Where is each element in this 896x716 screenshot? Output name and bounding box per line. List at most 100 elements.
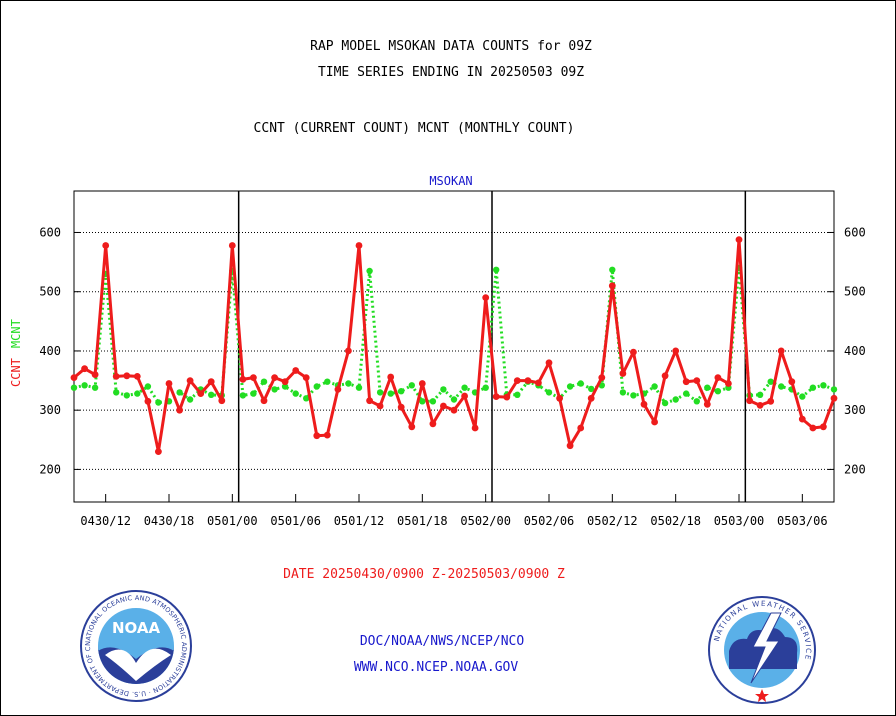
ccnt-point — [239, 376, 247, 383]
ccnt-point — [725, 380, 732, 387]
ccnt-point — [440, 402, 447, 410]
chart-title: MSOKAN — [429, 174, 472, 188]
mcnt-point — [419, 398, 426, 405]
mcnt-point — [450, 396, 458, 403]
mcnt-point — [376, 389, 384, 396]
ccnt-point — [176, 406, 184, 414]
ccnt-point — [387, 373, 395, 381]
ccnt-point — [376, 402, 384, 410]
ccnt-point — [429, 420, 437, 428]
mcnt-point — [123, 392, 130, 399]
header-subtitle: TIME SERIES ENDING IN 20250503 09Z — [317, 65, 585, 80]
mcnt-point — [429, 398, 437, 405]
mcnt-point — [493, 266, 500, 273]
x-tick-label: 0503/06 — [777, 514, 828, 528]
nco-website-link[interactable]: WWW.NCO.NCEP.NOAA.GOV — [353, 660, 519, 675]
y-tick-label-left: 200 — [39, 462, 61, 476]
ccnt-point — [292, 367, 300, 374]
ccnt-point — [545, 359, 553, 367]
y-tick-label-left: 600 — [39, 225, 61, 239]
ccnt-point — [250, 374, 257, 381]
ccnt-point — [260, 397, 268, 405]
x-tick-label: 0501/06 — [270, 514, 321, 528]
mcnt-point — [260, 378, 268, 385]
y-axis-label: CCNT MCNT — [9, 319, 23, 387]
ccnt-point — [313, 432, 321, 440]
noaa-logo-icon[interactable]: NOAA NATIONAL OCEANIC AND ATMOSPHERIC AD… — [79, 589, 193, 703]
ccnt-point — [81, 365, 88, 373]
mcnt-point — [387, 390, 394, 397]
ccnt-point — [535, 379, 542, 387]
ccnt-point — [703, 400, 711, 408]
y-tick-label-right: 600 — [844, 225, 866, 239]
mcnt-point — [345, 380, 352, 387]
ccnt-point — [418, 380, 426, 387]
ccnt-point — [513, 377, 521, 384]
ccnt-point — [682, 378, 690, 386]
x-tick-label: 0501/00 — [207, 514, 258, 528]
ccnt-point — [524, 377, 532, 384]
mcnt-point — [609, 266, 616, 273]
ccnt-point — [651, 418, 658, 426]
ccnt-point — [366, 397, 373, 405]
ccnt-point — [207, 378, 215, 386]
ccnt-point — [155, 448, 162, 455]
ccnt-point — [798, 415, 806, 423]
mcnt-point — [482, 384, 489, 391]
ccnt-point — [112, 373, 120, 380]
x-tick-label: 0502/00 — [460, 514, 511, 528]
x-tick-label: 0430/18 — [144, 514, 195, 528]
ccnt-point — [345, 347, 352, 355]
org-path-link[interactable]: DOC/NOAA/NWS/NCEP/NCO — [359, 634, 525, 649]
mcnt-point — [651, 383, 658, 390]
mcnt-point — [292, 390, 299, 397]
ccnt-point — [693, 377, 701, 384]
mcnt-point — [683, 390, 690, 397]
x-tick-label: 0503/00 — [714, 514, 765, 528]
mcnt-point — [134, 390, 141, 397]
x-tick-label: 0502/12 — [587, 514, 638, 528]
mcnt-point — [820, 382, 827, 389]
mcnt-point — [70, 384, 78, 391]
ccnt-point — [144, 397, 152, 405]
ccnt-point — [661, 372, 669, 380]
nws-logo-icon[interactable]: NATIONAL WEATHER SERVICE — [707, 595, 817, 705]
mcnt-point — [355, 384, 363, 391]
mcnt-point — [661, 399, 669, 407]
date-range: DATE 20250430/0900 Z-20250503/0900 Z — [283, 567, 565, 582]
mcnt-point — [366, 267, 373, 275]
ccnt-point — [334, 386, 342, 393]
mcnt-point — [767, 378, 774, 385]
mcnt-axis-label: MCNT — [9, 319, 23, 348]
ccnt-point — [450, 406, 458, 414]
y-tick-label-right: 500 — [844, 285, 866, 299]
ccnt-point — [70, 374, 78, 381]
ccnt-point — [735, 236, 743, 244]
ccnt-point — [323, 431, 331, 439]
ccnt-point — [640, 400, 648, 408]
ccnt-point — [218, 397, 226, 405]
plot-frame — [73, 190, 835, 503]
ccnt-axis-label: CCNT — [9, 358, 23, 387]
ccnt-point — [830, 394, 838, 402]
mcnt-point — [566, 383, 574, 390]
mcnt-point — [714, 388, 722, 395]
mcnt-point — [408, 382, 415, 389]
mcnt-point — [799, 393, 806, 400]
ccnt-point — [482, 294, 490, 301]
ccnt-series-line — [73, 238, 836, 454]
ccnt-point — [123, 372, 131, 380]
ccnt-point — [271, 374, 278, 381]
mcnt-point — [239, 392, 247, 399]
ccnt-point — [492, 393, 500, 400]
mcnt-point — [514, 391, 521, 398]
ccnt-point — [630, 348, 637, 356]
mcnt-point — [271, 386, 278, 393]
mcnt-point — [440, 386, 447, 393]
ccnt-point — [788, 378, 796, 386]
ccnt-point — [577, 424, 585, 432]
ccnt-point — [228, 242, 236, 249]
mcnt-point — [250, 390, 257, 397]
ccnt-point — [566, 442, 574, 450]
mcnt-point — [756, 391, 764, 398]
